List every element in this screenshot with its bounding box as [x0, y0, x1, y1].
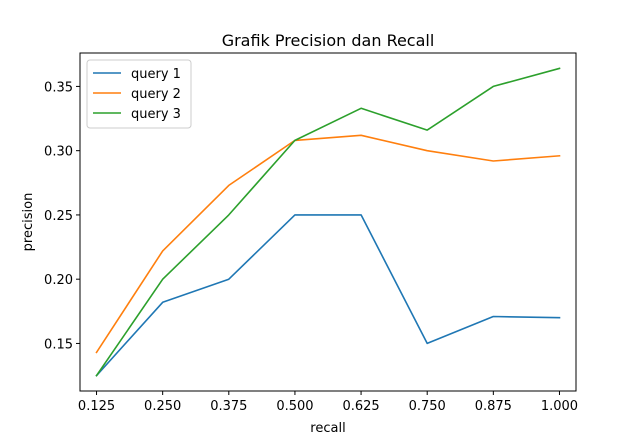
series-line-query-3: [95, 67, 561, 377]
series-line-query-2: [95, 134, 561, 354]
y-tick-label: 0.25: [44, 209, 73, 224]
legend: query 1 query 2 query 3: [86, 59, 192, 129]
plot-frame: [79, 52, 577, 392]
x-tick-label: 1.000: [541, 399, 578, 414]
x-tick-label: 0.375: [210, 399, 247, 414]
x-tick-label: 0.250: [144, 399, 181, 414]
x-axis: 0.125 0.250 0.375 0.500 0.625 0.750 0.875 1.000: [78, 391, 578, 414]
y-tick-label: 0.35: [44, 80, 73, 95]
x-tick-label: 0.125: [78, 399, 115, 414]
x-axis-label: recall: [310, 421, 345, 436]
legend-label: query 2: [131, 87, 181, 102]
series-line-query-1: [95, 214, 561, 377]
legend-label: query 3: [131, 107, 181, 122]
legend-label: query 1: [131, 67, 181, 82]
x-tick-label: 0.875: [475, 399, 512, 414]
chart-title: Grafik Precision dan Recall: [222, 31, 435, 50]
x-tick-label: 0.500: [276, 399, 313, 414]
x-tick-label: 0.625: [342, 399, 379, 414]
y-tick-label: 0.20: [44, 273, 73, 288]
y-axis-label: precision: [21, 193, 36, 252]
series-layer: [95, 67, 561, 377]
legend-box: [86, 59, 192, 129]
y-axis: 0.15 0.20 0.25 0.30 0.35: [44, 80, 80, 352]
x-tick-label: 0.750: [409, 399, 446, 414]
y-tick-label: 0.15: [44, 337, 73, 352]
y-tick-label: 0.30: [44, 145, 73, 160]
